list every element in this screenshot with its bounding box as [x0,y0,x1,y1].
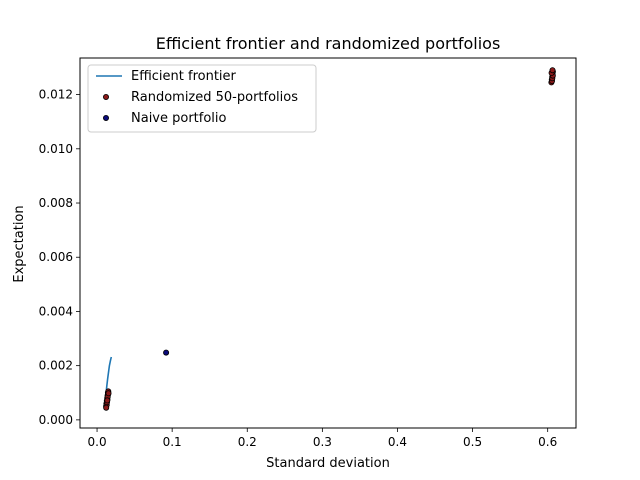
randomized-portfolio-point [105,390,112,397]
y-tick-label: 0.000 [39,413,73,427]
legend-entry-label: Randomized 50-portfolios [131,90,298,105]
x-tick-label: 0.1 [163,435,182,449]
x-axis: 0.0 0.1 0.2 0.3 0.4 0.5 0.6 [88,428,557,449]
y-tick-label: 0.002 [39,359,73,373]
x-axis-label: Standard deviation [266,456,390,471]
randomized-portfolio-point [104,397,111,404]
legend: Efficient frontier Randomized 50-portfoli… [87,64,317,133]
y-tick-label: 0.006 [39,250,73,264]
plot-area [79,57,577,429]
chart-title: Efficient frontier and randomized portfo… [156,34,501,53]
legend-entry-label: Efficient frontier [131,69,237,84]
y-axis: 0.000 0.002 0.004 0.006 0.008 0.010 0.012 [39,88,80,427]
x-tick-label: 0.3 [313,435,332,449]
x-tick-label: 0.5 [463,435,482,449]
y-tick-label: 0.004 [39,304,73,318]
legend-swatch-marker [103,94,110,101]
randomized-portfolio-point [549,67,556,74]
y-tick-label: 0.012 [39,88,73,102]
y-tick-label: 0.008 [39,196,73,210]
x-tick-label: 0.6 [538,435,557,449]
x-tick-label: 0.0 [88,435,107,449]
x-tick-label: 0.2 [238,435,257,449]
axes-frame [79,57,577,429]
legend-entry-label: Naive portfolio [131,111,227,126]
randomized-portfolio-point [103,404,110,411]
y-tick-label: 0.010 [39,142,73,156]
naive-portfolio-point [163,349,170,356]
x-tick-label: 0.4 [388,435,407,449]
legend-swatch-marker [103,115,110,122]
legend-box [87,64,317,133]
y-axis-label: Expectation [12,205,27,282]
